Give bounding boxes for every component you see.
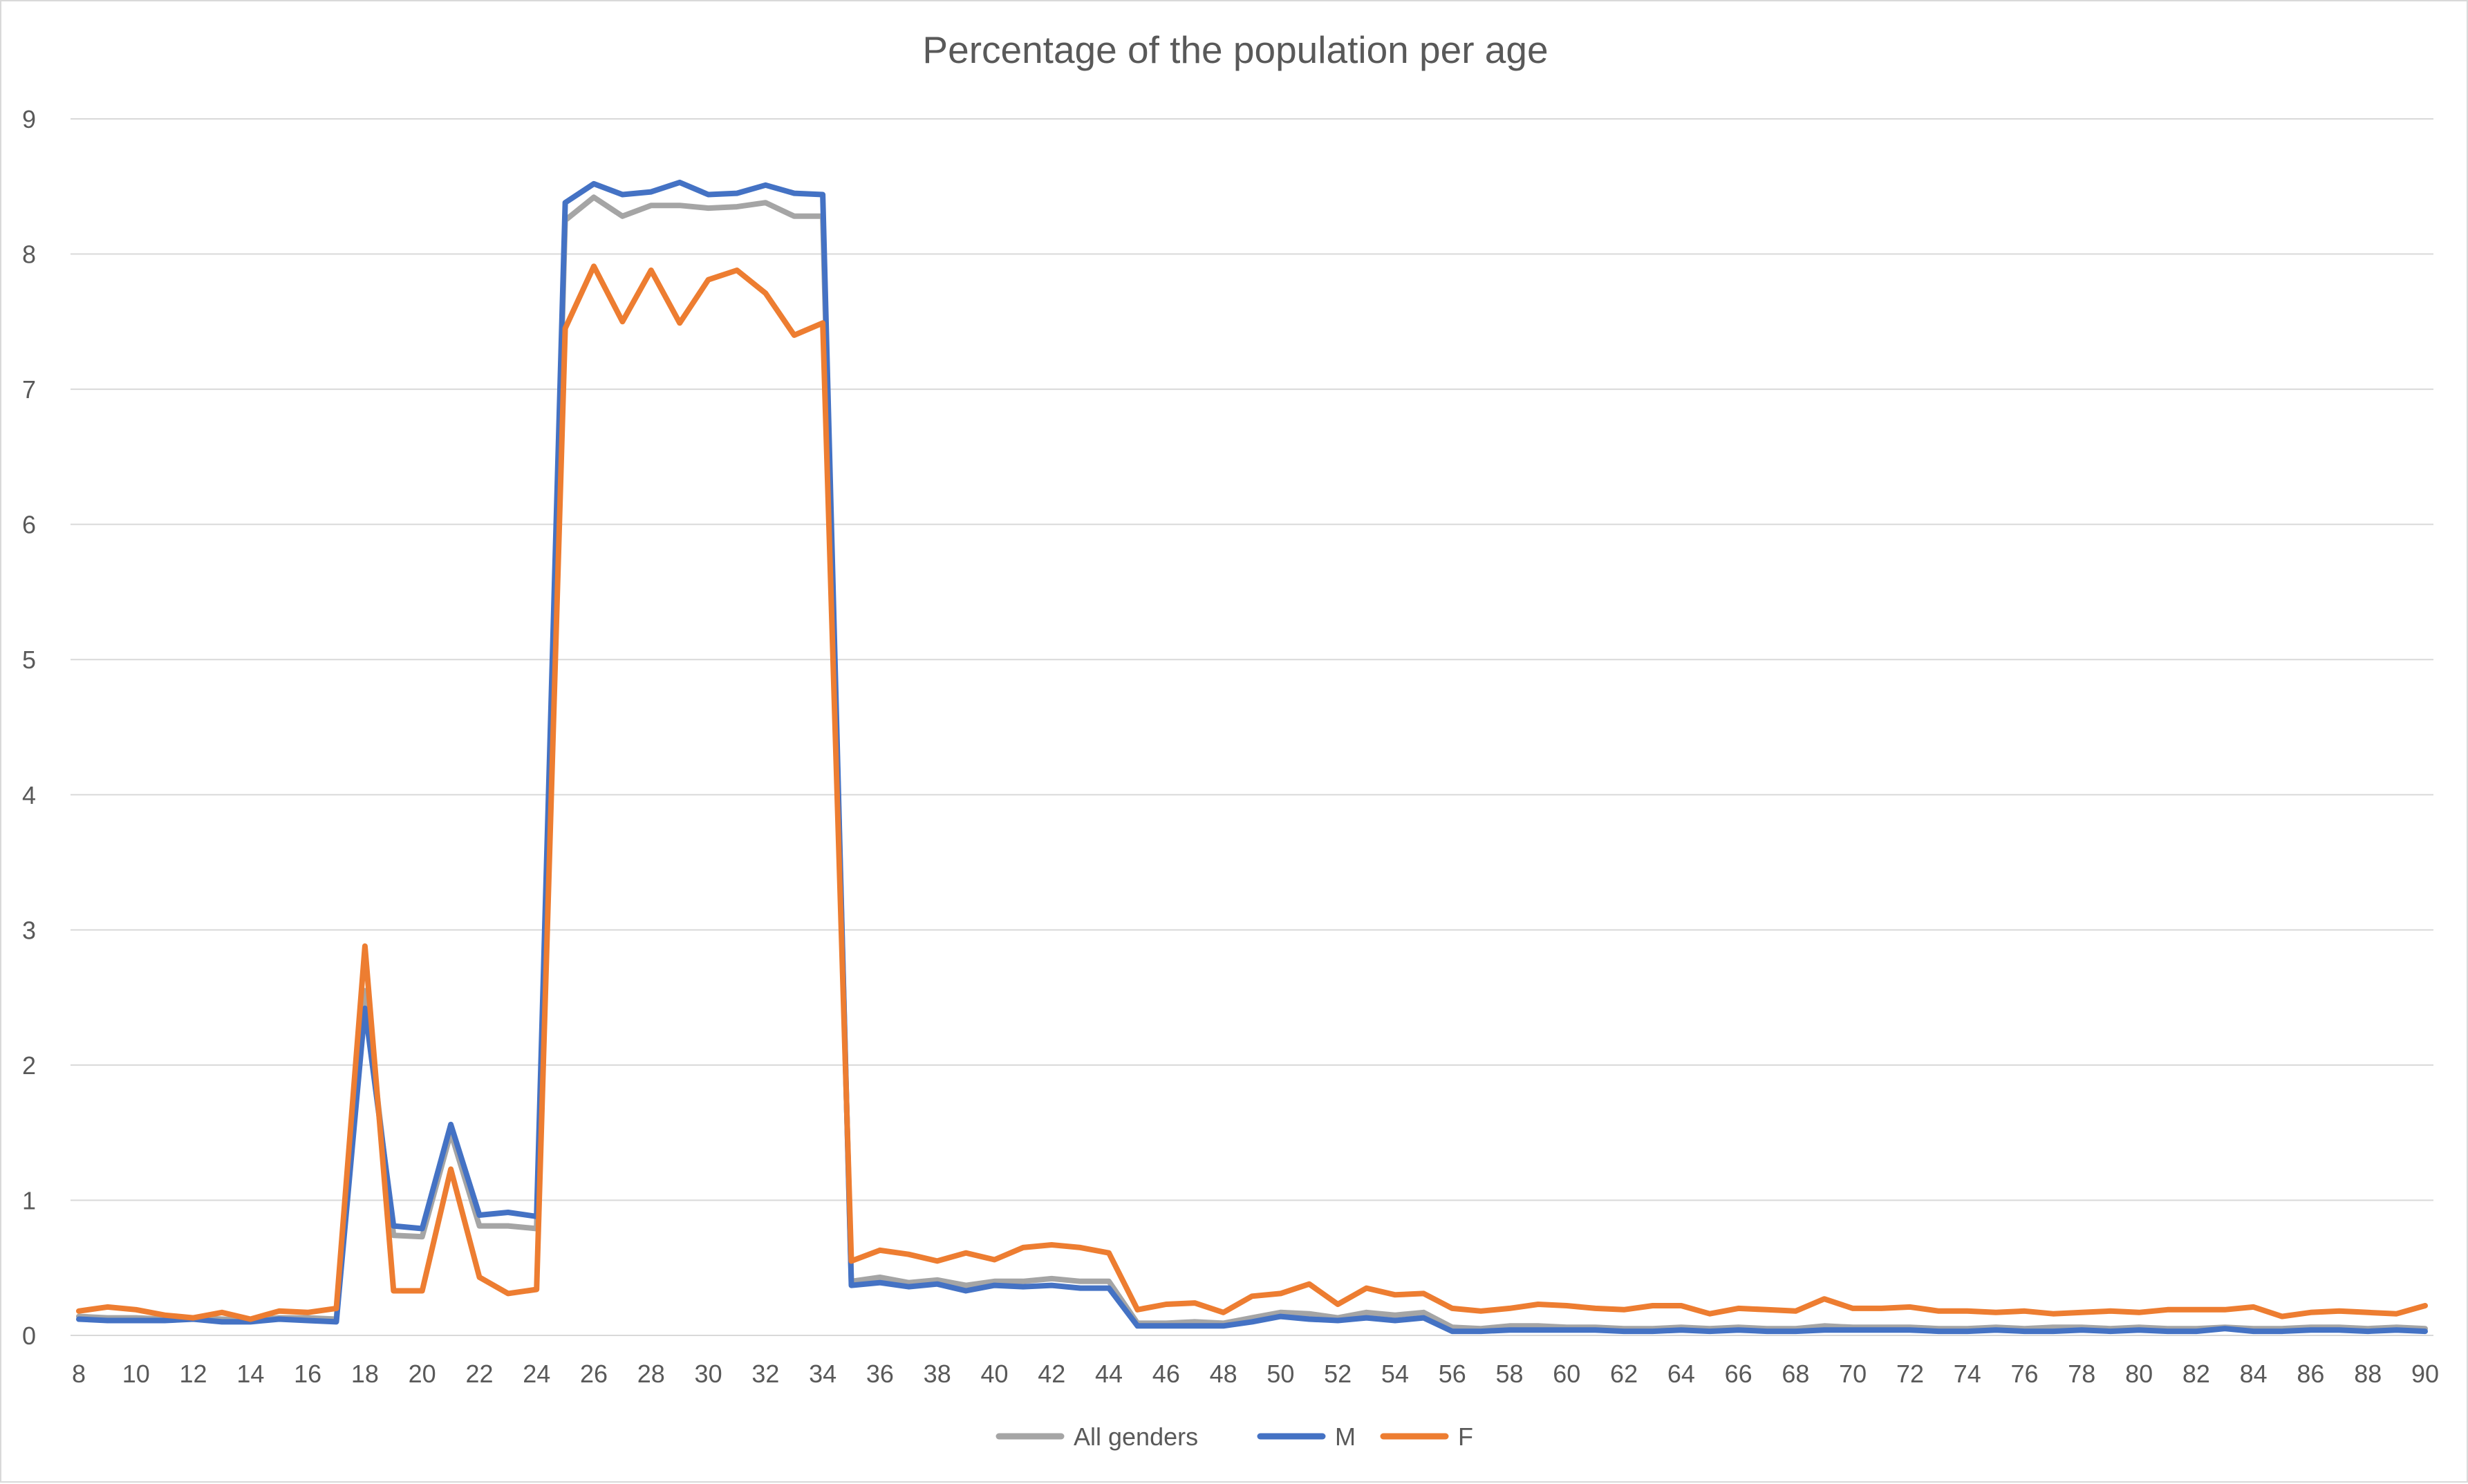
x-tick-label: 86 [2297,1360,2324,1388]
x-tick-label: 24 [523,1360,550,1388]
x-tick-label: 46 [1152,1360,1180,1388]
legend-label-all-genders: All genders [1074,1422,1198,1451]
x-tick-label: 66 [1725,1360,1752,1388]
x-tick-label: 68 [1782,1360,1809,1388]
x-tick-label: 76 [2011,1360,2039,1388]
x-tick-label: 22 [465,1360,493,1388]
legend: All genders M F [995,1422,1473,1451]
x-tick-label: 64 [1667,1360,1695,1388]
y-tick-label: 1 [22,1186,36,1214]
y-tick-label: 7 [22,375,36,404]
y-axis-tick-labels: 0 1 2 3 4 5 6 7 8 9 [22,105,36,1350]
x-tick-label: 52 [1324,1360,1352,1388]
series-lines [76,179,2428,1335]
y-tick-label: 6 [22,511,36,539]
series-line-all-genders [76,194,2428,1332]
x-tick-label: 44 [1095,1360,1123,1388]
x-tick-label: 30 [695,1360,722,1388]
x-tick-label: 42 [1038,1360,1065,1388]
x-tick-label: 88 [2354,1360,2382,1388]
x-tick-label: 50 [1266,1360,1294,1388]
x-tick-label: 58 [1495,1360,1523,1388]
y-tick-label: 8 [22,241,36,269]
y-tick-label: 9 [22,105,36,133]
x-tick-label: 32 [751,1360,779,1388]
x-tick-label: 62 [1610,1360,1638,1388]
y-tick-label: 2 [22,1051,36,1080]
x-tick-label: 82 [2182,1360,2210,1388]
x-tick-label: 70 [1839,1360,1867,1388]
x-tick-label: 56 [1439,1360,1466,1388]
x-tick-label: 40 [980,1360,1008,1388]
x-tick-label: 28 [637,1360,665,1388]
x-tick-label: 60 [1553,1360,1580,1388]
x-tick-label: 80 [2125,1360,2153,1388]
chart-title: Percentage of the population per age [922,28,1549,71]
x-tick-label: 38 [924,1360,951,1388]
x-tick-label: 84 [2240,1360,2268,1388]
gridlines [71,118,2433,1336]
x-tick-label: 16 [294,1360,321,1388]
x-tick-label: 54 [1381,1360,1409,1388]
x-tick-label: 14 [236,1360,264,1388]
y-tick-label: 3 [22,916,36,944]
x-tick-label: 12 [180,1360,207,1388]
x-tick-label: 72 [1896,1360,1924,1388]
x-tick-label: 8 [72,1360,86,1388]
x-tick-label: 74 [1954,1360,1981,1388]
y-tick-label: 4 [22,781,36,809]
x-tick-label: 36 [866,1360,894,1388]
legend-label-f: F [1458,1422,1473,1451]
x-tick-label: 48 [1210,1360,1237,1388]
x-tick-label: 26 [580,1360,608,1388]
x-tick-label: 90 [2411,1360,2439,1388]
x-tick-label: 18 [351,1360,379,1388]
x-tick-label: 10 [122,1360,150,1388]
series-line-m [76,179,2428,1335]
x-tick-label: 34 [809,1360,836,1388]
x-tick-label: 78 [2068,1360,2095,1388]
y-tick-label: 0 [22,1322,36,1350]
legend-label-m: M [1335,1422,1356,1451]
x-tick-label: 20 [409,1360,436,1388]
series-line-f [76,263,2428,1322]
y-tick-label: 5 [22,646,36,674]
x-axis-tick-labels: 8 10 12 14 16 18 20 22 24 26 28 30 32 34 36 38 40 42 44 46 4… [72,1360,2439,1388]
